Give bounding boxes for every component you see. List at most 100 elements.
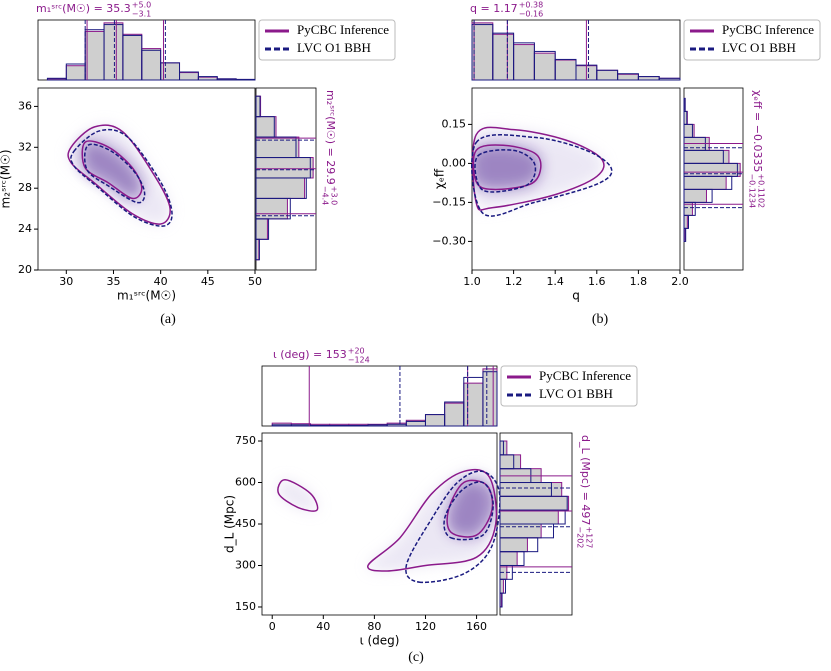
x-axis-label: ι (deg) <box>360 634 400 648</box>
top-hist-bar <box>65 65 86 81</box>
param-label: d_L (Mpc) = 497 <box>579 435 592 525</box>
legend-label: PyCBC Inference <box>539 368 631 383</box>
right-hist-bar <box>499 440 504 456</box>
right-hist-bar <box>683 188 707 203</box>
x-tick-label: 30 <box>59 275 73 288</box>
density <box>68 125 171 225</box>
caption: (a) <box>160 312 176 327</box>
contour <box>81 140 143 200</box>
top-hist-bar <box>637 76 660 81</box>
top-hist-bar <box>424 414 446 427</box>
lower-error: −124 <box>348 356 370 365</box>
right-hist-bar <box>683 123 693 138</box>
param-label: χₑff = −0.0335 <box>751 90 764 172</box>
top-hist-bar <box>492 33 515 81</box>
right-label: χₑff = −0.0335+0.1102−0.1234 <box>748 90 766 208</box>
legend-label: LVC O1 BBH <box>297 40 371 55</box>
x-tick-label: 0 <box>269 620 276 633</box>
x-axis-label: m₁ˢʳᶜ(M☉) <box>117 289 176 303</box>
upper-error: +5.0 <box>132 1 151 10</box>
legend: PyCBC Inference LVC O1 BBH <box>500 365 638 407</box>
legend-label: PyCBC Inference <box>297 22 389 37</box>
legend-box <box>258 19 396 61</box>
lower-error: −4.4 <box>321 186 330 205</box>
right-hist-bar <box>499 454 515 470</box>
top-hist-bar <box>658 77 681 81</box>
right-hist-bar <box>499 523 542 539</box>
y-tick-label: −0.15 <box>432 195 466 208</box>
y-tick-label: 28 <box>18 181 32 194</box>
caption: (c) <box>408 650 424 665</box>
contour <box>367 468 498 572</box>
top-hist-bar <box>329 424 350 427</box>
x-tick-label: 80 <box>367 620 381 633</box>
lower-error: −202 <box>576 526 585 548</box>
contour <box>277 478 319 512</box>
legend-box <box>500 365 638 407</box>
x-tick-label: 45 <box>201 275 215 288</box>
right-hist-bar <box>255 177 306 199</box>
top-hist-bar <box>513 44 535 81</box>
upper-error: +0.1102 <box>757 173 766 208</box>
right-hist-bar <box>683 175 727 190</box>
lower-error: −0.16 <box>519 10 544 19</box>
right-hist-bar <box>499 509 559 525</box>
contour <box>405 470 501 584</box>
density-outer <box>367 469 497 572</box>
right-hist-bar <box>255 218 268 240</box>
top-hist-bar <box>103 22 124 81</box>
top-hist-bar <box>179 71 199 81</box>
y-tick-label: 24 <box>18 222 32 235</box>
caption: (b) <box>592 312 609 327</box>
x-tick-label: 120 <box>415 620 436 633</box>
top-hist-bar <box>482 368 498 427</box>
y-axis-label: χₑff <box>433 168 447 189</box>
y-tick-label: 0.15 <box>442 117 467 130</box>
legend: PyCBC Inference LVC O1 BBH <box>258 19 396 61</box>
top-hist-bar <box>482 371 498 427</box>
density-outer <box>277 479 318 512</box>
right-hist-bar <box>255 157 314 179</box>
density-outer <box>472 127 604 211</box>
upper-error: +127 <box>585 526 594 548</box>
legend: PyCBC Inference LVC O1 BBH <box>683 19 821 61</box>
upper-error: +0.38 <box>519 1 544 10</box>
top-hist-bar <box>141 48 162 81</box>
right-hist-bar <box>499 482 563 497</box>
top-hist-bar <box>596 69 619 81</box>
panel: 1.0 1.2 1.4 1.6 1.8 2.0 −0.30 −0.15 0.00 0.15 q χₑf… <box>432 1 821 327</box>
contour <box>471 134 613 217</box>
y-tick-label: 300 <box>235 558 256 571</box>
y-tick-label: 450 <box>235 517 256 530</box>
x-tick-label: 2.0 <box>671 275 689 288</box>
x-tick-label: 50 <box>248 275 262 288</box>
right-hist-bar <box>499 537 528 553</box>
x-tick-label: 1.0 <box>463 275 481 288</box>
x-axis-label: q <box>572 289 580 303</box>
upper-error: +20 <box>348 347 365 356</box>
contour <box>70 128 173 227</box>
y-tick-label: −0.30 <box>432 234 466 247</box>
right-label: d_L (Mpc) = 497+127−202 <box>576 435 594 548</box>
top-hist-bar <box>179 72 199 81</box>
top-hist-bar <box>554 59 577 81</box>
param-label: m₁ˢʳᶜ(M☉) = 35.3 <box>36 2 131 15</box>
x-tick-label: 1.2 <box>505 275 523 288</box>
lower-error: −0.1234 <box>748 173 757 208</box>
top-hist-bar <box>444 402 465 427</box>
panel: 0 40 80 120 160 150 300 450 600 750 ι (deg) d_L (Mp… <box>223 347 638 665</box>
y-tick-label: 20 <box>18 263 32 276</box>
right-hist-bar <box>683 97 686 112</box>
right-hist-bar <box>255 95 261 118</box>
legend-label: LVC O1 BBH <box>539 386 613 401</box>
top-hist-bar <box>122 33 143 81</box>
y-tick-label: 600 <box>235 476 256 489</box>
param-label: q = 1.17 <box>470 2 518 15</box>
density <box>472 127 604 211</box>
right-hist-bar <box>683 162 741 177</box>
upper-error: +3.0 <box>330 186 339 205</box>
contour <box>471 126 605 211</box>
top-hist-bar <box>197 76 218 81</box>
y-axis-label: d_L (Mpc) <box>223 495 237 553</box>
